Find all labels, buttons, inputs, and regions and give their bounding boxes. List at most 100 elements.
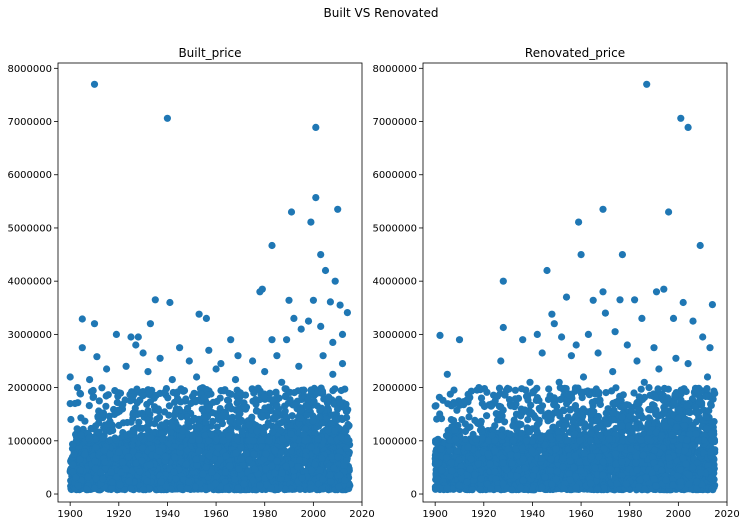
scatter-point	[249, 476, 257, 485]
y-tick-label: 5000000	[7, 223, 52, 234]
scatter-point	[146, 461, 154, 469]
scatter-point	[253, 427, 261, 435]
figure-suptitle: Built VS Renovated	[324, 6, 439, 20]
scatter-point	[261, 368, 269, 376]
scatter-point	[93, 353, 101, 361]
scatter-point	[94, 413, 102, 422]
scatter-point	[205, 346, 213, 354]
scatter-point	[144, 368, 152, 376]
scatter-points	[431, 80, 719, 494]
scatter-point	[98, 434, 107, 442]
scatter-point	[132, 341, 140, 349]
scatter-point	[193, 373, 201, 381]
scatter-point	[285, 296, 293, 304]
scatter-point	[223, 484, 231, 492]
scatter-point	[290, 314, 298, 322]
x-tick-label: 1980	[252, 509, 277, 520]
scatter-point	[271, 469, 279, 477]
scatter-point	[308, 466, 316, 474]
scatter-point	[245, 456, 253, 464]
scatter-point	[236, 397, 244, 405]
scatter-point	[182, 460, 190, 468]
scatter-point	[90, 484, 99, 492]
scatter-point	[92, 443, 100, 451]
scatter-point	[256, 482, 264, 490]
scatter-point	[185, 478, 193, 486]
scatter-point	[237, 455, 245, 463]
scatter-point	[127, 393, 136, 401]
scatter-point	[316, 405, 324, 414]
scatter-point	[76, 390, 85, 398]
scatter-point	[250, 450, 258, 458]
scatter-point	[336, 399, 344, 407]
scatter-point	[89, 393, 97, 401]
scatter-point	[334, 205, 342, 213]
scatter-point	[209, 398, 217, 406]
scatter-point	[343, 309, 351, 317]
scatter-point	[265, 437, 273, 445]
scatter-point	[309, 296, 317, 304]
scatter-point	[185, 357, 193, 365]
scatter-point	[238, 427, 246, 435]
scatter-point	[135, 418, 143, 426]
scatter-point	[105, 412, 113, 420]
scatter-point	[138, 444, 147, 452]
y-tick-label: 0	[46, 490, 52, 501]
scatter-point	[99, 475, 107, 483]
scatter-point	[290, 389, 298, 397]
scatter-point	[312, 123, 320, 131]
scatter-point	[86, 376, 94, 384]
scatter-point	[172, 475, 180, 483]
scatter-point	[334, 405, 342, 413]
scatter-point	[327, 436, 335, 444]
scatter-point	[268, 241, 276, 250]
scatter-point	[127, 333, 135, 341]
scatter-point	[232, 449, 240, 457]
scatter-point	[309, 417, 317, 425]
scatter-point	[217, 360, 225, 368]
scatter-point	[116, 481, 124, 489]
scatter-point	[260, 393, 268, 401]
scatter-point	[170, 468, 178, 476]
scatter-point	[301, 436, 309, 445]
scatter-point	[237, 443, 245, 451]
scatter-point	[318, 419, 326, 427]
scatter-point	[97, 468, 105, 476]
scatter-point	[218, 412, 226, 420]
scatter-point	[161, 408, 169, 416]
scatter-point	[337, 433, 345, 441]
scatter-point	[262, 465, 270, 473]
scatter-point	[269, 396, 278, 404]
y-tick-label: 1000000	[7, 436, 52, 447]
scatter-point	[273, 457, 281, 465]
scatter-point	[304, 317, 313, 325]
scatter-point	[147, 434, 155, 442]
scatter-point	[161, 388, 169, 396]
scatter-point	[190, 389, 198, 397]
scatter-point	[329, 387, 337, 395]
scatter-point	[343, 457, 351, 465]
scatter-point	[272, 413, 280, 421]
scatter-point	[158, 435, 166, 443]
scatter-point	[264, 421, 272, 429]
scatter-point	[155, 447, 163, 455]
scatter-point	[85, 434, 93, 442]
scatter-point	[314, 435, 322, 443]
scatter-point	[271, 447, 279, 455]
scatter-point	[226, 418, 234, 426]
scatter-point	[317, 251, 325, 259]
scatter-point	[335, 483, 343, 491]
x-tick-label: 1920	[106, 509, 131, 520]
scatter-point	[256, 288, 264, 296]
scatter-point	[103, 365, 111, 373]
scatter-point	[192, 455, 200, 463]
scatter-point	[236, 389, 244, 397]
scatter-point	[92, 422, 100, 430]
scatter-point	[111, 387, 119, 395]
scatter-point	[202, 418, 210, 426]
scatter-point	[312, 194, 320, 202]
scatter-point	[129, 426, 137, 434]
scatter-point	[319, 475, 327, 483]
scatter-point	[258, 412, 266, 420]
y-tick-label: 7000000	[7, 117, 52, 128]
